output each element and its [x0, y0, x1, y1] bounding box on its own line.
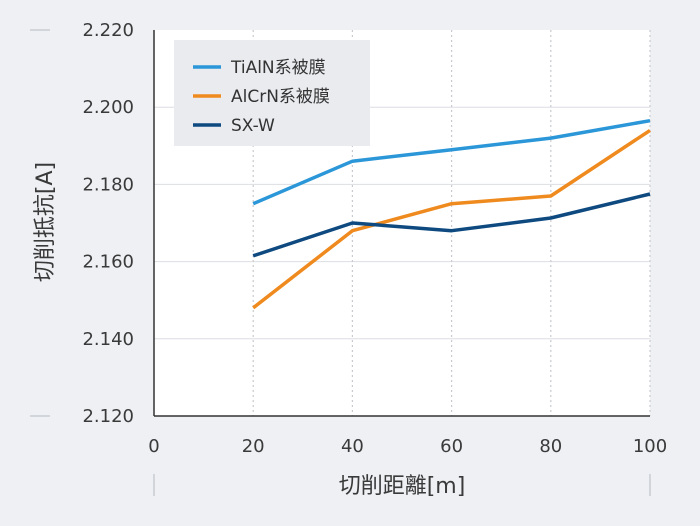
y-tick-label: 2.200	[82, 97, 134, 118]
series-line	[252, 118, 651, 206]
series-line	[252, 128, 651, 310]
series-line	[252, 192, 651, 258]
y-tick-label: 2.120	[82, 406, 134, 427]
axes	[153, 30, 651, 496]
x-tick-label: 60	[440, 436, 463, 457]
legend: TiAlN系被膜 AlCrN系被膜 SX-W	[174, 40, 370, 146]
x-tick-label: 80	[539, 436, 562, 457]
legend-label: TiAlN系被膜	[230, 58, 326, 78]
legend-label: SX-W	[231, 116, 275, 136]
x-tick-label: 20	[242, 436, 265, 457]
grid	[30, 29, 651, 417]
x-tick-label: 40	[341, 436, 364, 457]
legend-label: AlCrN系被膜	[231, 87, 330, 107]
y-tick-label: 2.160	[82, 252, 134, 273]
legend-box	[174, 40, 370, 146]
y-tick-label: 2.180	[82, 174, 134, 195]
series-lines	[252, 118, 651, 310]
x-axis-title: 切削距離[m]	[339, 474, 466, 499]
y-tick-label: 2.140	[82, 329, 134, 350]
y-tick-label: 2.220	[82, 20, 134, 41]
x-tick-label: 0	[148, 436, 159, 457]
x-tick-label: 100	[633, 436, 667, 457]
y-axis-title: 切削抵抗[A]	[33, 162, 58, 282]
tick-labels: 2.120 2.140 2.160 2.180 2.200 2.220 0 20 40 60 80 1…	[82, 20, 667, 457]
